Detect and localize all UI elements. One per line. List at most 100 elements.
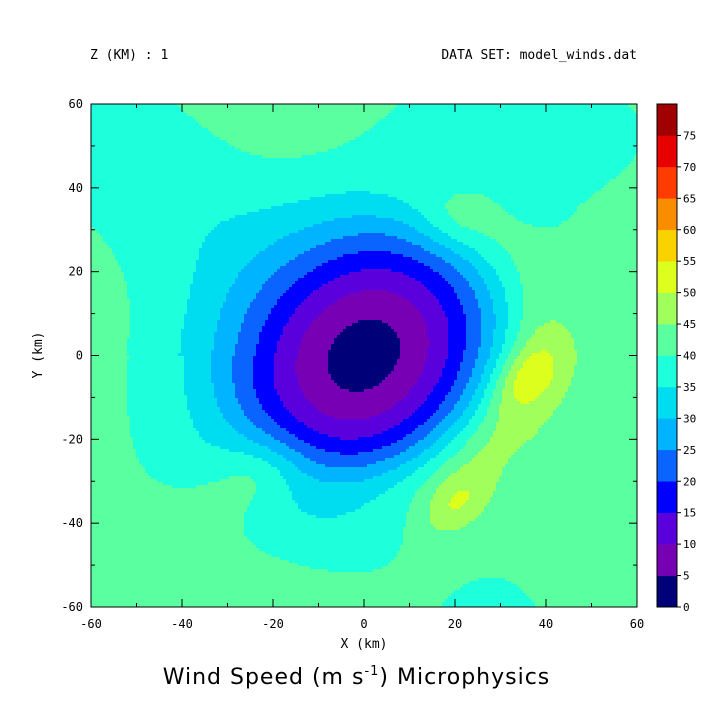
contour-cell <box>160 134 164 138</box>
contour-cell <box>598 173 602 177</box>
contour-cell <box>340 164 344 168</box>
contour-cell <box>397 167 401 171</box>
contour-cell <box>205 104 209 108</box>
contour-cell <box>313 161 317 165</box>
contour-cell <box>631 113 635 117</box>
contour-cell <box>127 170 131 174</box>
contour-cell <box>157 113 161 117</box>
contour-cell <box>133 137 137 141</box>
contour-cell <box>538 146 542 150</box>
contour-cell <box>394 140 398 144</box>
contour-cell <box>94 137 98 141</box>
contour-cell <box>115 152 119 156</box>
contour-cell <box>421 179 425 183</box>
contour-cell <box>247 122 251 126</box>
contour-cell <box>364 134 368 138</box>
contour-cell <box>115 164 119 168</box>
contour-cell <box>331 152 335 156</box>
contour-cell <box>259 182 263 186</box>
contour-cell <box>490 164 494 168</box>
contour-cell <box>526 134 530 138</box>
contour-cell <box>586 137 590 141</box>
contour-cell <box>628 119 632 123</box>
contour-cell <box>400 173 404 177</box>
contour-cell <box>622 152 626 156</box>
contour-cell <box>406 161 410 165</box>
contour-cell <box>271 158 275 162</box>
contour-cell <box>97 185 101 189</box>
contour-cell <box>142 185 146 189</box>
contour-cell <box>115 176 119 180</box>
contour-cell <box>124 140 128 144</box>
contour-cell <box>130 155 134 159</box>
contour-cell <box>376 140 380 144</box>
contour-cell <box>346 113 350 117</box>
contour-cell <box>343 143 347 147</box>
contour-cell <box>583 131 587 135</box>
contour-cell <box>442 137 446 141</box>
contour-cell <box>616 179 620 183</box>
contour-cell <box>574 110 578 114</box>
contour-cell <box>487 104 491 108</box>
contour-cell <box>196 110 200 114</box>
contour-cell <box>574 158 578 162</box>
contour-cell <box>460 113 464 117</box>
contour-cell <box>199 116 203 120</box>
contour-cell <box>325 113 329 117</box>
contour-cell <box>295 185 299 189</box>
contour-cell <box>289 104 293 108</box>
contour-cell <box>520 155 524 159</box>
contour-cell <box>610 167 614 171</box>
contour-cell <box>184 122 188 126</box>
contour-cell <box>100 134 104 138</box>
contour-cell <box>415 173 419 177</box>
contour-cell <box>583 113 587 117</box>
contour-cell <box>424 176 428 180</box>
contour-cell <box>289 140 293 144</box>
contour-cell <box>577 149 581 153</box>
contour-cell <box>181 143 185 147</box>
contour-cell <box>298 146 302 150</box>
contour-cell <box>127 152 131 156</box>
contour-cell <box>352 170 356 174</box>
contour-cell <box>385 113 389 117</box>
contour-cell <box>253 173 257 177</box>
contour-cell <box>187 185 191 189</box>
contour-cell <box>511 140 515 144</box>
contour-cell <box>565 128 569 132</box>
contour-cell <box>625 164 629 168</box>
contour-cell <box>241 116 245 120</box>
contour-cell <box>604 155 608 159</box>
contour-cell <box>352 116 356 120</box>
contour-cell <box>595 107 599 111</box>
contour-cell <box>181 167 185 171</box>
contour-cell <box>289 119 293 123</box>
contour-cell <box>322 122 326 126</box>
contour-cell <box>610 128 614 132</box>
contour-cell <box>190 119 194 123</box>
contour-cell <box>226 161 230 165</box>
contour-cell <box>442 140 446 144</box>
contour-cell <box>460 125 464 129</box>
contour-cell <box>544 176 548 180</box>
contour-cell <box>151 107 155 111</box>
contour-cell <box>364 143 368 147</box>
contour-cell <box>292 110 296 114</box>
contour-cell <box>496 161 500 165</box>
contour-cell <box>571 110 575 114</box>
contour-cell <box>472 131 476 135</box>
contour-cell <box>259 173 263 177</box>
contour-cell <box>442 122 446 126</box>
contour-cell <box>238 176 242 180</box>
contour-cell <box>514 104 518 108</box>
contour-cell <box>472 164 476 168</box>
contour-cell <box>616 110 620 114</box>
contour-cell <box>403 146 407 150</box>
contour-cell <box>484 158 488 162</box>
contour-cell <box>205 155 209 159</box>
contour-cell <box>91 116 95 120</box>
contour-cell <box>202 173 206 177</box>
contour-cell <box>307 182 311 186</box>
contour-cell <box>538 104 542 108</box>
contour-cell <box>379 128 383 132</box>
